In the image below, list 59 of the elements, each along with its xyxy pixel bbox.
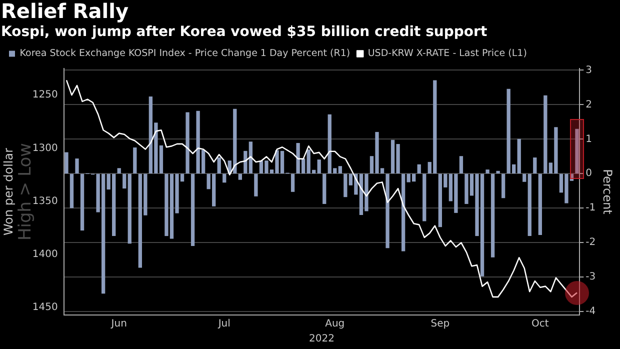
bar: [117, 168, 121, 174]
bar: [290, 174, 295, 192]
y2-tick-label: 1: [586, 134, 592, 145]
y2-tick-label: -1: [586, 202, 596, 214]
bar: [544, 95, 548, 174]
y-tick-label: 1350: [32, 196, 58, 207]
x-tick-label: Jul: [217, 318, 230, 330]
bar: [75, 158, 79, 174]
chart-subtitle: Kospi, won jump after Korea vowed $35 billion credit support: [0, 23, 488, 42]
bar: [190, 174, 195, 246]
bar: [422, 174, 426, 222]
x-tick-label: Aug: [325, 318, 345, 330]
bar: [70, 174, 74, 208]
bar: [459, 156, 464, 174]
bar: [486, 170, 490, 174]
bar: [401, 174, 406, 252]
legend-label: USD-KRW X-RATE - Last Price (L1): [368, 48, 527, 60]
bar: [322, 174, 326, 204]
bar: [386, 174, 390, 248]
y2-tick-label: 0: [586, 168, 592, 180]
bar: [417, 164, 421, 174]
y2-tick-label: -2: [586, 237, 596, 248]
bar: [501, 174, 506, 198]
bar: [186, 112, 190, 174]
bar: [538, 174, 542, 235]
x-axis-title: 2022: [309, 334, 334, 345]
y2-axis-title: Percent: [600, 169, 615, 215]
y2-tick-label: -4: [586, 306, 596, 318]
bar: [238, 174, 242, 180]
bar: [490, 174, 495, 258]
bar: [64, 152, 68, 174]
bar: [122, 174, 126, 188]
bar: [317, 160, 321, 174]
bar: [517, 138, 521, 174]
legend-label: Korea Stock Exchange KOSPI Index - Price Change 1 Day Percent (R1): [20, 48, 350, 60]
y-axis-title: Won per dollar: [1, 148, 16, 236]
y-tick-label: 1450: [32, 302, 58, 314]
y-tick-label: 1300: [32, 142, 58, 154]
bar: [575, 128, 579, 174]
bar: [338, 166, 342, 174]
y2-tick-label: 2: [586, 99, 592, 110]
bar: [533, 157, 537, 174]
chart-title: Relief Rally: [0, 0, 130, 23]
bar: [496, 170, 500, 174]
y-tick-label: 1400: [32, 249, 58, 260]
bar: [254, 174, 258, 196]
bar: [80, 174, 84, 231]
bar: [133, 147, 137, 174]
bar: [222, 174, 226, 183]
y2-tick-label: 3: [586, 64, 592, 76]
x-tick-label: Sep: [430, 318, 450, 330]
bar: [528, 174, 532, 236]
x-tick-label: Oct: [532, 318, 549, 330]
bar: [522, 174, 526, 182]
bar: [217, 157, 221, 174]
bar: [128, 174, 132, 244]
x-tick-label: Jun: [110, 318, 127, 330]
y2-tick-label: -3: [586, 272, 596, 283]
y-tick-label: 1250: [32, 90, 58, 101]
